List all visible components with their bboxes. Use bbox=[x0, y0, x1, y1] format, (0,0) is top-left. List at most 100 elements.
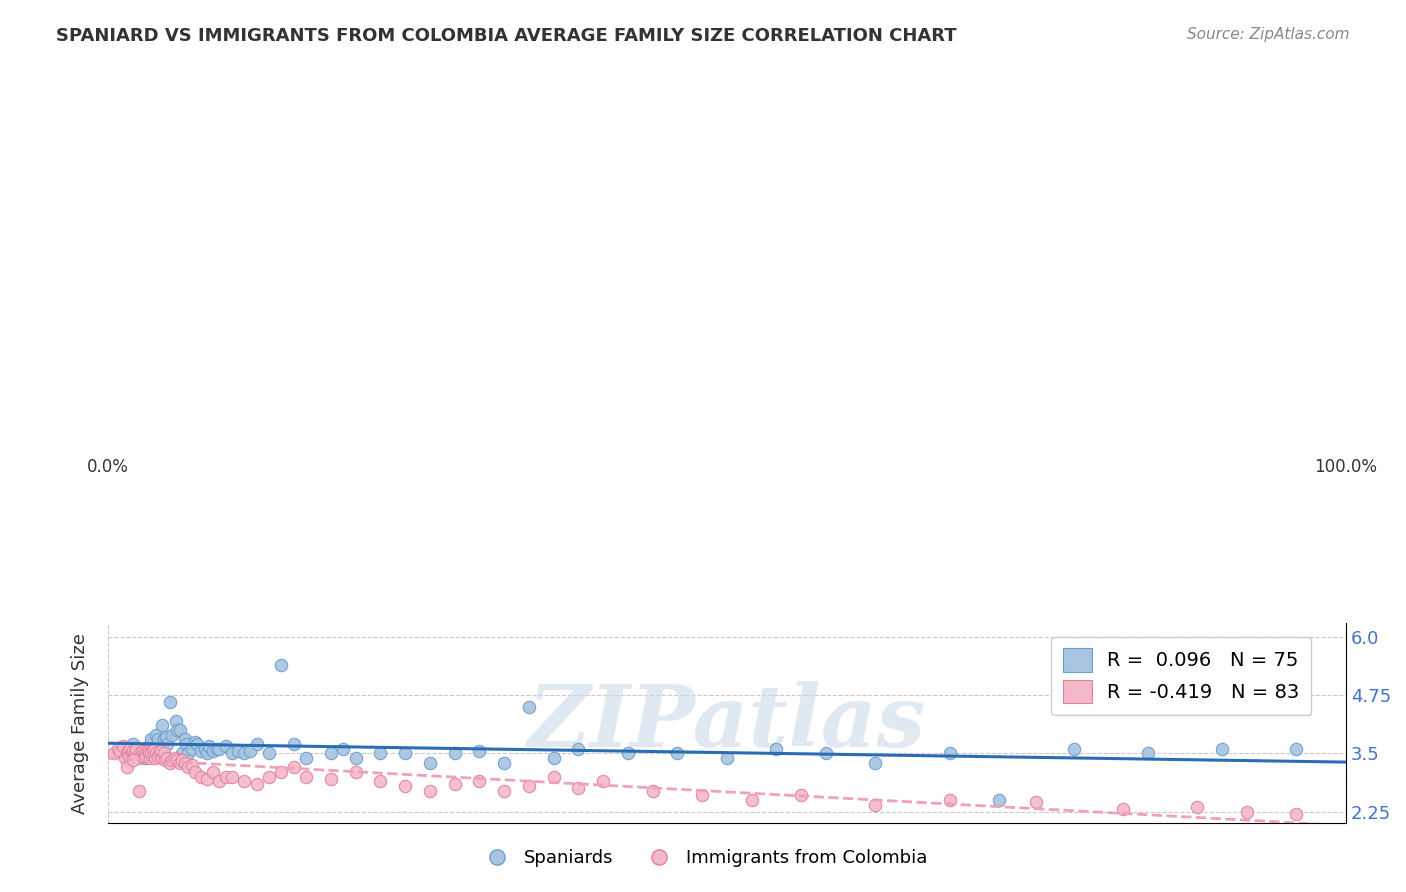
Point bbox=[239, 744, 262, 758]
Point bbox=[494, 784, 516, 798]
Point bbox=[128, 784, 150, 798]
Point bbox=[741, 793, 763, 807]
Point bbox=[152, 751, 174, 765]
Point bbox=[142, 741, 165, 756]
Point bbox=[214, 739, 236, 754]
Point bbox=[641, 784, 664, 798]
Point bbox=[134, 741, 156, 756]
Point bbox=[135, 748, 157, 763]
Point bbox=[1187, 800, 1209, 814]
Point bbox=[114, 751, 136, 765]
Point bbox=[226, 744, 249, 758]
Point bbox=[1211, 741, 1233, 756]
Point bbox=[149, 744, 172, 758]
Point bbox=[270, 657, 292, 672]
Point bbox=[124, 747, 146, 761]
Point bbox=[790, 789, 813, 803]
Point bbox=[121, 754, 143, 768]
Point bbox=[141, 737, 163, 751]
Point bbox=[174, 737, 197, 751]
Point bbox=[195, 747, 218, 761]
Point bbox=[202, 744, 225, 758]
Point bbox=[543, 751, 565, 765]
Point bbox=[814, 747, 837, 761]
Text: Source: ZipAtlas.com: Source: ZipAtlas.com bbox=[1187, 27, 1350, 42]
Point bbox=[221, 770, 243, 784]
Point bbox=[111, 739, 134, 754]
Point bbox=[145, 747, 167, 761]
Point bbox=[567, 781, 589, 796]
Point bbox=[131, 744, 153, 758]
Point bbox=[150, 744, 173, 758]
Point bbox=[172, 747, 194, 761]
Point bbox=[183, 765, 205, 780]
Point bbox=[153, 754, 176, 768]
Point bbox=[177, 760, 200, 774]
Point bbox=[166, 754, 188, 768]
Point bbox=[181, 741, 204, 756]
Point bbox=[121, 744, 143, 758]
Point bbox=[257, 770, 280, 784]
Point bbox=[152, 747, 174, 761]
Point bbox=[152, 718, 174, 732]
Text: 0.0%: 0.0% bbox=[87, 458, 129, 476]
Point bbox=[592, 774, 614, 789]
Point bbox=[1025, 796, 1047, 810]
Point bbox=[567, 741, 589, 756]
Y-axis label: Average Family Size: Average Family Size bbox=[72, 632, 89, 814]
Point bbox=[765, 741, 787, 756]
Point bbox=[118, 748, 141, 763]
Point bbox=[143, 748, 166, 763]
Text: SPANIARD VS IMMIGRANTS FROM COLOMBIA AVERAGE FAMILY SIZE CORRELATION CHART: SPANIARD VS IMMIGRANTS FROM COLOMBIA AVE… bbox=[56, 27, 957, 45]
Point bbox=[121, 737, 143, 751]
Point bbox=[370, 747, 392, 761]
Point bbox=[139, 747, 162, 761]
Point bbox=[125, 741, 148, 756]
Point bbox=[419, 756, 441, 770]
Point bbox=[138, 739, 160, 754]
Point bbox=[1112, 802, 1135, 816]
Point bbox=[543, 770, 565, 784]
Point bbox=[107, 741, 129, 756]
Point bbox=[186, 737, 208, 751]
Point bbox=[121, 741, 143, 756]
Point bbox=[136, 744, 159, 758]
Point bbox=[716, 751, 738, 765]
Point bbox=[138, 747, 160, 761]
Point bbox=[195, 772, 218, 786]
Point bbox=[370, 774, 392, 789]
Point bbox=[394, 747, 416, 761]
Point bbox=[283, 737, 305, 751]
Point bbox=[1136, 747, 1159, 761]
Text: 100.0%: 100.0% bbox=[1315, 458, 1378, 476]
Point bbox=[190, 770, 212, 784]
Point bbox=[139, 751, 162, 765]
Point bbox=[131, 748, 153, 763]
Point bbox=[141, 747, 163, 761]
Point bbox=[865, 797, 887, 812]
Point bbox=[156, 737, 179, 751]
Point bbox=[332, 741, 354, 756]
Text: ZIPatlas: ZIPatlas bbox=[527, 681, 927, 765]
Point bbox=[468, 744, 491, 758]
Point bbox=[183, 735, 205, 749]
Point bbox=[166, 723, 188, 738]
Point bbox=[394, 779, 416, 793]
Point bbox=[149, 747, 172, 761]
Point bbox=[172, 754, 194, 768]
Point bbox=[233, 774, 256, 789]
Point bbox=[295, 770, 318, 784]
Point bbox=[1236, 805, 1258, 819]
Point bbox=[146, 748, 169, 763]
Point bbox=[121, 747, 143, 761]
Point bbox=[146, 732, 169, 747]
Point bbox=[295, 751, 318, 765]
Point bbox=[173, 756, 195, 770]
Point bbox=[146, 737, 169, 751]
Point bbox=[115, 747, 138, 761]
Point bbox=[190, 744, 212, 758]
Point bbox=[270, 765, 292, 780]
Point bbox=[159, 695, 181, 709]
Point bbox=[443, 747, 465, 761]
Point bbox=[1285, 807, 1308, 822]
